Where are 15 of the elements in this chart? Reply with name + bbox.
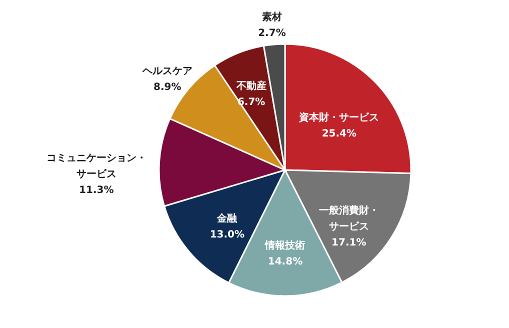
slice-label: 資本財・サービス xyxy=(298,111,380,124)
data-label: 8.9% xyxy=(154,82,182,94)
data-label: 25.4% xyxy=(322,128,357,140)
slice-label: 一般消費財・サービス xyxy=(318,204,379,232)
slice-label: 不動産 xyxy=(235,80,266,92)
data-label: 2.7% xyxy=(258,28,286,39)
data-label: 11.3% xyxy=(79,184,114,196)
data-label: 13.0% xyxy=(210,230,245,241)
slice-label: 情報技術 xyxy=(264,240,306,252)
slice-label: ヘルスケア xyxy=(141,66,192,78)
slice-label: 金融 xyxy=(216,212,238,225)
slice-label: 素材 xyxy=(262,10,282,23)
data-label: 17.1% xyxy=(332,237,366,248)
slice-label: コミュニケーション・サービス xyxy=(46,152,146,180)
data-label: 14.8% xyxy=(268,256,303,268)
